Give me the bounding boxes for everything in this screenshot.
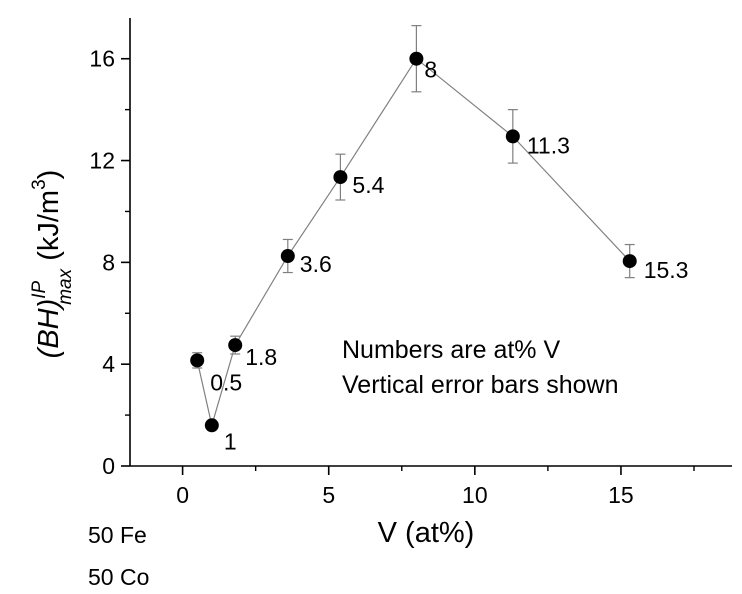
x-tick-label: 10 — [462, 482, 488, 508]
y-tick-label: 8 — [102, 249, 115, 275]
annotation-error-bars: Vertical error bars shown — [342, 371, 619, 399]
y-tick-label: 12 — [89, 148, 115, 174]
data-point — [228, 338, 243, 353]
y-axis-subscript: max — [55, 267, 76, 304]
y-axis-unit-close: ) — [33, 170, 65, 180]
data-label: 1 — [224, 428, 237, 454]
y-tick-label: 16 — [89, 46, 115, 72]
data-point — [190, 353, 205, 368]
data-point — [280, 249, 295, 263]
point-labels: 0.5 1 1.8 3.6 5.4 8 11.3 15.3 — [210, 57, 688, 455]
data-label: 1.8 — [245, 344, 277, 370]
y-axis-base: (BH) — [33, 299, 65, 359]
y-axis-unit: (kJ/m — [33, 190, 65, 269]
y-axis-unit-power: 3 — [29, 179, 50, 190]
data-label: 0.5 — [210, 369, 242, 395]
data-point — [204, 418, 219, 433]
y-axis-title: (BH)IP max (kJ/m3) — [29, 170, 76, 359]
y-tick-label: 4 — [102, 351, 115, 377]
series-layer — [190, 25, 637, 433]
data-point — [409, 51, 424, 66]
x-tick-label: 0 — [176, 482, 189, 508]
data-label: 8 — [424, 57, 437, 83]
composition-fe: 50 Fe — [88, 522, 147, 548]
data-point — [622, 254, 637, 269]
axes: 0 5 10 15 0 4 8 12 16 — [89, 18, 732, 508]
x-axis-title: V (at%) — [378, 517, 475, 549]
data-point — [333, 170, 348, 185]
x-tick-label: 15 — [608, 482, 634, 508]
data-label: 5.4 — [352, 172, 384, 198]
x-tick-label: 5 — [322, 482, 335, 508]
series-line — [196, 57, 631, 426]
data-label: 3.6 — [300, 251, 332, 277]
data-label: 15.3 — [644, 257, 689, 283]
data-point — [505, 129, 520, 144]
y-axis-superscript: IP — [29, 280, 50, 298]
data-label: 11.3 — [527, 132, 570, 158]
y-tick-label: 0 — [102, 453, 115, 479]
composition-co: 50 Co — [88, 564, 150, 590]
annotation-numbers: Numbers are at% V — [342, 336, 560, 364]
